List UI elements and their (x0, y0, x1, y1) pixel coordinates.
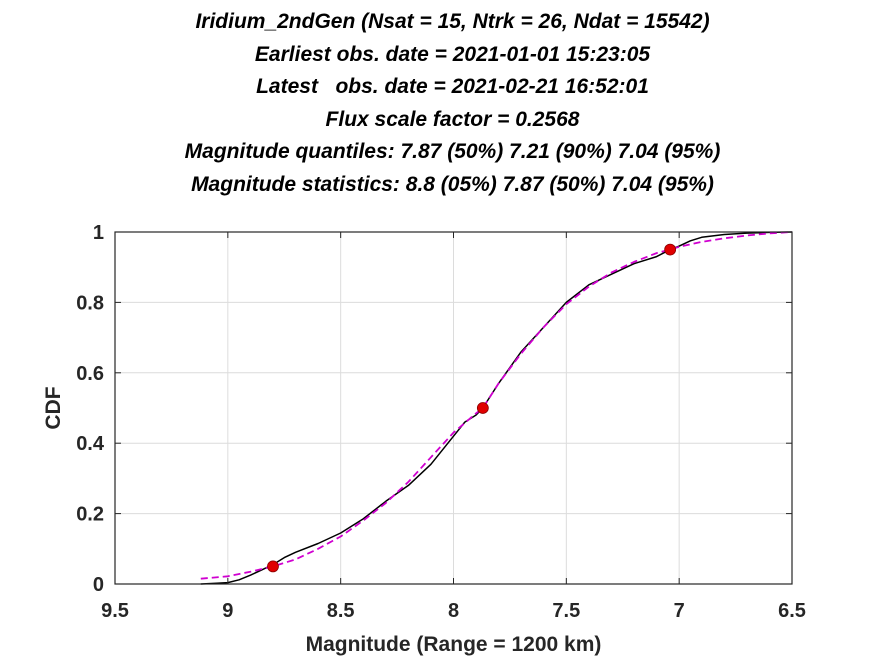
grid-lines (115, 232, 792, 584)
y-axis-label: CDF (42, 386, 65, 429)
quantile-markers (267, 243, 677, 573)
x-tick-label: 7 (674, 600, 685, 622)
chart-title-line-6: Magnitude statistics: 8.8 (05%) 7.87 (50… (191, 172, 714, 196)
x-tick-label: 9 (222, 600, 233, 622)
quantile-marker (476, 402, 489, 414)
y-tick-label: 0.6 (76, 363, 104, 385)
x-tick-label: 8 (448, 600, 459, 622)
axis-ticks: 9.5 9 8.5 8 7.5 7 6.5 0 0.2 0.4 0.6 0.8 1 (76, 222, 806, 622)
chart-title-line-2: Earliest obs. date = 2021-01-01 15:23:05 (254, 42, 651, 66)
x-tick-label: 7.5 (552, 600, 580, 622)
chart-title-line-1: Iridium_2ndGen (Nsat = 15, Ntrk = 26, Nd… (195, 10, 710, 33)
series-lines (200, 231, 793, 585)
x-tick-label: 9.5 (101, 600, 129, 622)
fitted-cdf-dashed-line (200, 231, 793, 580)
y-tick-label: 0.4 (76, 433, 105, 455)
chart-title-line-4: Flux scale factor = 0.2568 (325, 107, 580, 131)
chart-title-block: Iridium_2ndGen (Nsat = 15, Ntrk = 26, Nd… (0, 6, 875, 201)
y-tick-label: 0 (93, 574, 104, 596)
y-tick-label: 1 (93, 222, 104, 244)
chart-title-line-3: Latest obs. date = 2021-02-21 16:52:01 (256, 75, 649, 98)
y-tick-label: 0.8 (76, 292, 104, 314)
x-axis-label: Magnitude (Range = 1200 km) (306, 633, 602, 656)
chart-title-line-5: Magnitude quantiles: 7.87 (50%) 7.21 (90… (184, 140, 721, 163)
empirical-cdf-line (200, 231, 793, 585)
x-tick-label: 6.5 (778, 600, 806, 622)
quantile-marker (664, 243, 677, 256)
quantile-marker (267, 560, 279, 573)
x-tick-label: 8.5 (327, 600, 355, 622)
y-tick-label: 0.2 (76, 504, 104, 526)
